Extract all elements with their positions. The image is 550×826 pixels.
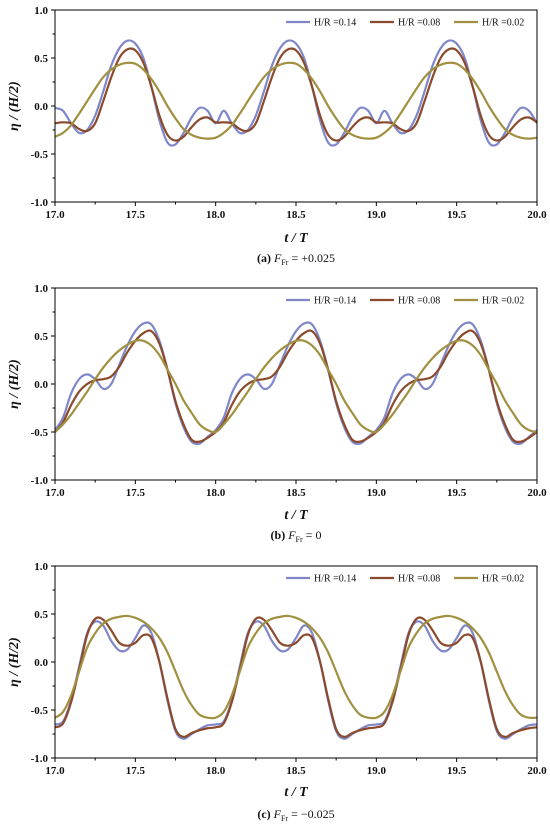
series-lines bbox=[55, 39, 537, 147]
plot-frame bbox=[54, 9, 538, 203]
caption: (b) FFr = 0 bbox=[271, 528, 322, 544]
x-axis-label: t / T bbox=[284, 231, 309, 246]
plot-frame bbox=[54, 287, 538, 481]
y-tick-label: -0.5 bbox=[31, 705, 49, 717]
x-tick-label: 18.0 bbox=[206, 487, 226, 499]
series-line-1 bbox=[55, 620, 537, 740]
y-tick-label: -0.5 bbox=[31, 427, 49, 439]
chart-panel-c: 17.0 17.5 18.0 18.5 19.0 19.5 20.0 -1.0 -0.5 0.0 0… bbox=[7, 561, 547, 823]
x-tick-label: 20.0 bbox=[527, 765, 547, 777]
x-axis-label: t / T bbox=[284, 508, 309, 523]
series-line-3 bbox=[55, 614, 537, 720]
x-tick-label: 18.5 bbox=[286, 487, 306, 499]
x-tick-label: 19.5 bbox=[447, 487, 467, 499]
y-tick-label: 0.0 bbox=[34, 379, 48, 391]
y-tick-label: 1.0 bbox=[34, 283, 48, 295]
x-tick-label: 20.0 bbox=[527, 209, 547, 221]
legend-label-1: H/R =0.14 bbox=[314, 574, 356, 585]
x-tick-label: 20.0 bbox=[527, 487, 547, 499]
y-axis-label: η / (H/2) bbox=[7, 81, 22, 131]
y-tick-label: 0.5 bbox=[34, 331, 48, 343]
x-tick-label: 17.0 bbox=[45, 765, 65, 777]
y-tick-label: 0.5 bbox=[34, 609, 48, 621]
series-line-1 bbox=[55, 321, 537, 446]
chart-panel-b: 17.0 17.5 18.0 18.5 19.0 19.5 20.0 -1.0 -0.5 0.0 0… bbox=[7, 283, 547, 544]
legend-label-2: H/R =0.08 bbox=[398, 296, 440, 307]
x-tick-label: 18.5 bbox=[286, 765, 306, 777]
x-tick-label: 17.5 bbox=[126, 765, 146, 777]
legend-label-3: H/R =0.02 bbox=[482, 296, 524, 307]
y-tick-label: 0.0 bbox=[34, 101, 48, 113]
x-tick-label: 19.0 bbox=[367, 765, 387, 777]
series-line-3 bbox=[55, 339, 537, 434]
caption: (c) FFr = −0.025 bbox=[257, 807, 334, 823]
x-tick-label: 18.0 bbox=[206, 765, 226, 777]
x-tick-label: 19.0 bbox=[367, 487, 387, 499]
x-axis-label: t / T bbox=[284, 785, 309, 800]
series-lines bbox=[55, 614, 537, 740]
y-tick-label: 0.5 bbox=[34, 53, 48, 65]
x-tick-label: 17.0 bbox=[45, 209, 65, 221]
chart-panel-a: 17.0 17.5 18.0 18.5 19.0 19.5 20.0 -1.0 -0.5 0.0 0… bbox=[7, 5, 547, 267]
series-line-2 bbox=[55, 47, 537, 142]
y-tick-label: 1.0 bbox=[34, 561, 48, 573]
x-tick-label: 18.5 bbox=[286, 209, 306, 221]
x-tick-label: 19.0 bbox=[367, 209, 387, 221]
x-tick-label: 17.0 bbox=[45, 487, 65, 499]
x-tick-label: 19.5 bbox=[447, 209, 467, 221]
x-tick-label: 17.5 bbox=[126, 209, 146, 221]
series-line-3 bbox=[55, 61, 537, 140]
series-line-2 bbox=[55, 616, 537, 739]
y-tick-label: 0.0 bbox=[34, 657, 48, 669]
x-tick-label: 17.5 bbox=[126, 487, 146, 499]
legend-label-3: H/R =0.02 bbox=[482, 574, 524, 585]
y-tick-label: -0.5 bbox=[31, 149, 49, 161]
legend-label-2: H/R =0.08 bbox=[398, 574, 440, 585]
legend-label-1: H/R =0.14 bbox=[314, 18, 356, 29]
series-line-1 bbox=[55, 39, 537, 147]
y-tick-label: 1.0 bbox=[34, 5, 48, 17]
plot-frame bbox=[54, 565, 538, 759]
y-tick-label: -1.0 bbox=[31, 753, 49, 765]
y-tick-label: -1.0 bbox=[31, 475, 49, 487]
legend-label-1: H/R =0.14 bbox=[314, 296, 356, 307]
y-tick-label: -1.0 bbox=[31, 197, 49, 209]
series-lines bbox=[55, 321, 537, 446]
x-tick-label: 18.0 bbox=[206, 209, 226, 221]
caption: (a) FFr = +0.025 bbox=[257, 251, 335, 267]
legend-label-3: H/R =0.02 bbox=[482, 18, 524, 29]
legend-label-2: H/R =0.08 bbox=[398, 18, 440, 29]
x-tick-label: 19.5 bbox=[447, 765, 467, 777]
y-axis-label: η / (H/2) bbox=[7, 359, 22, 409]
y-axis-label: η / (H/2) bbox=[7, 637, 22, 687]
